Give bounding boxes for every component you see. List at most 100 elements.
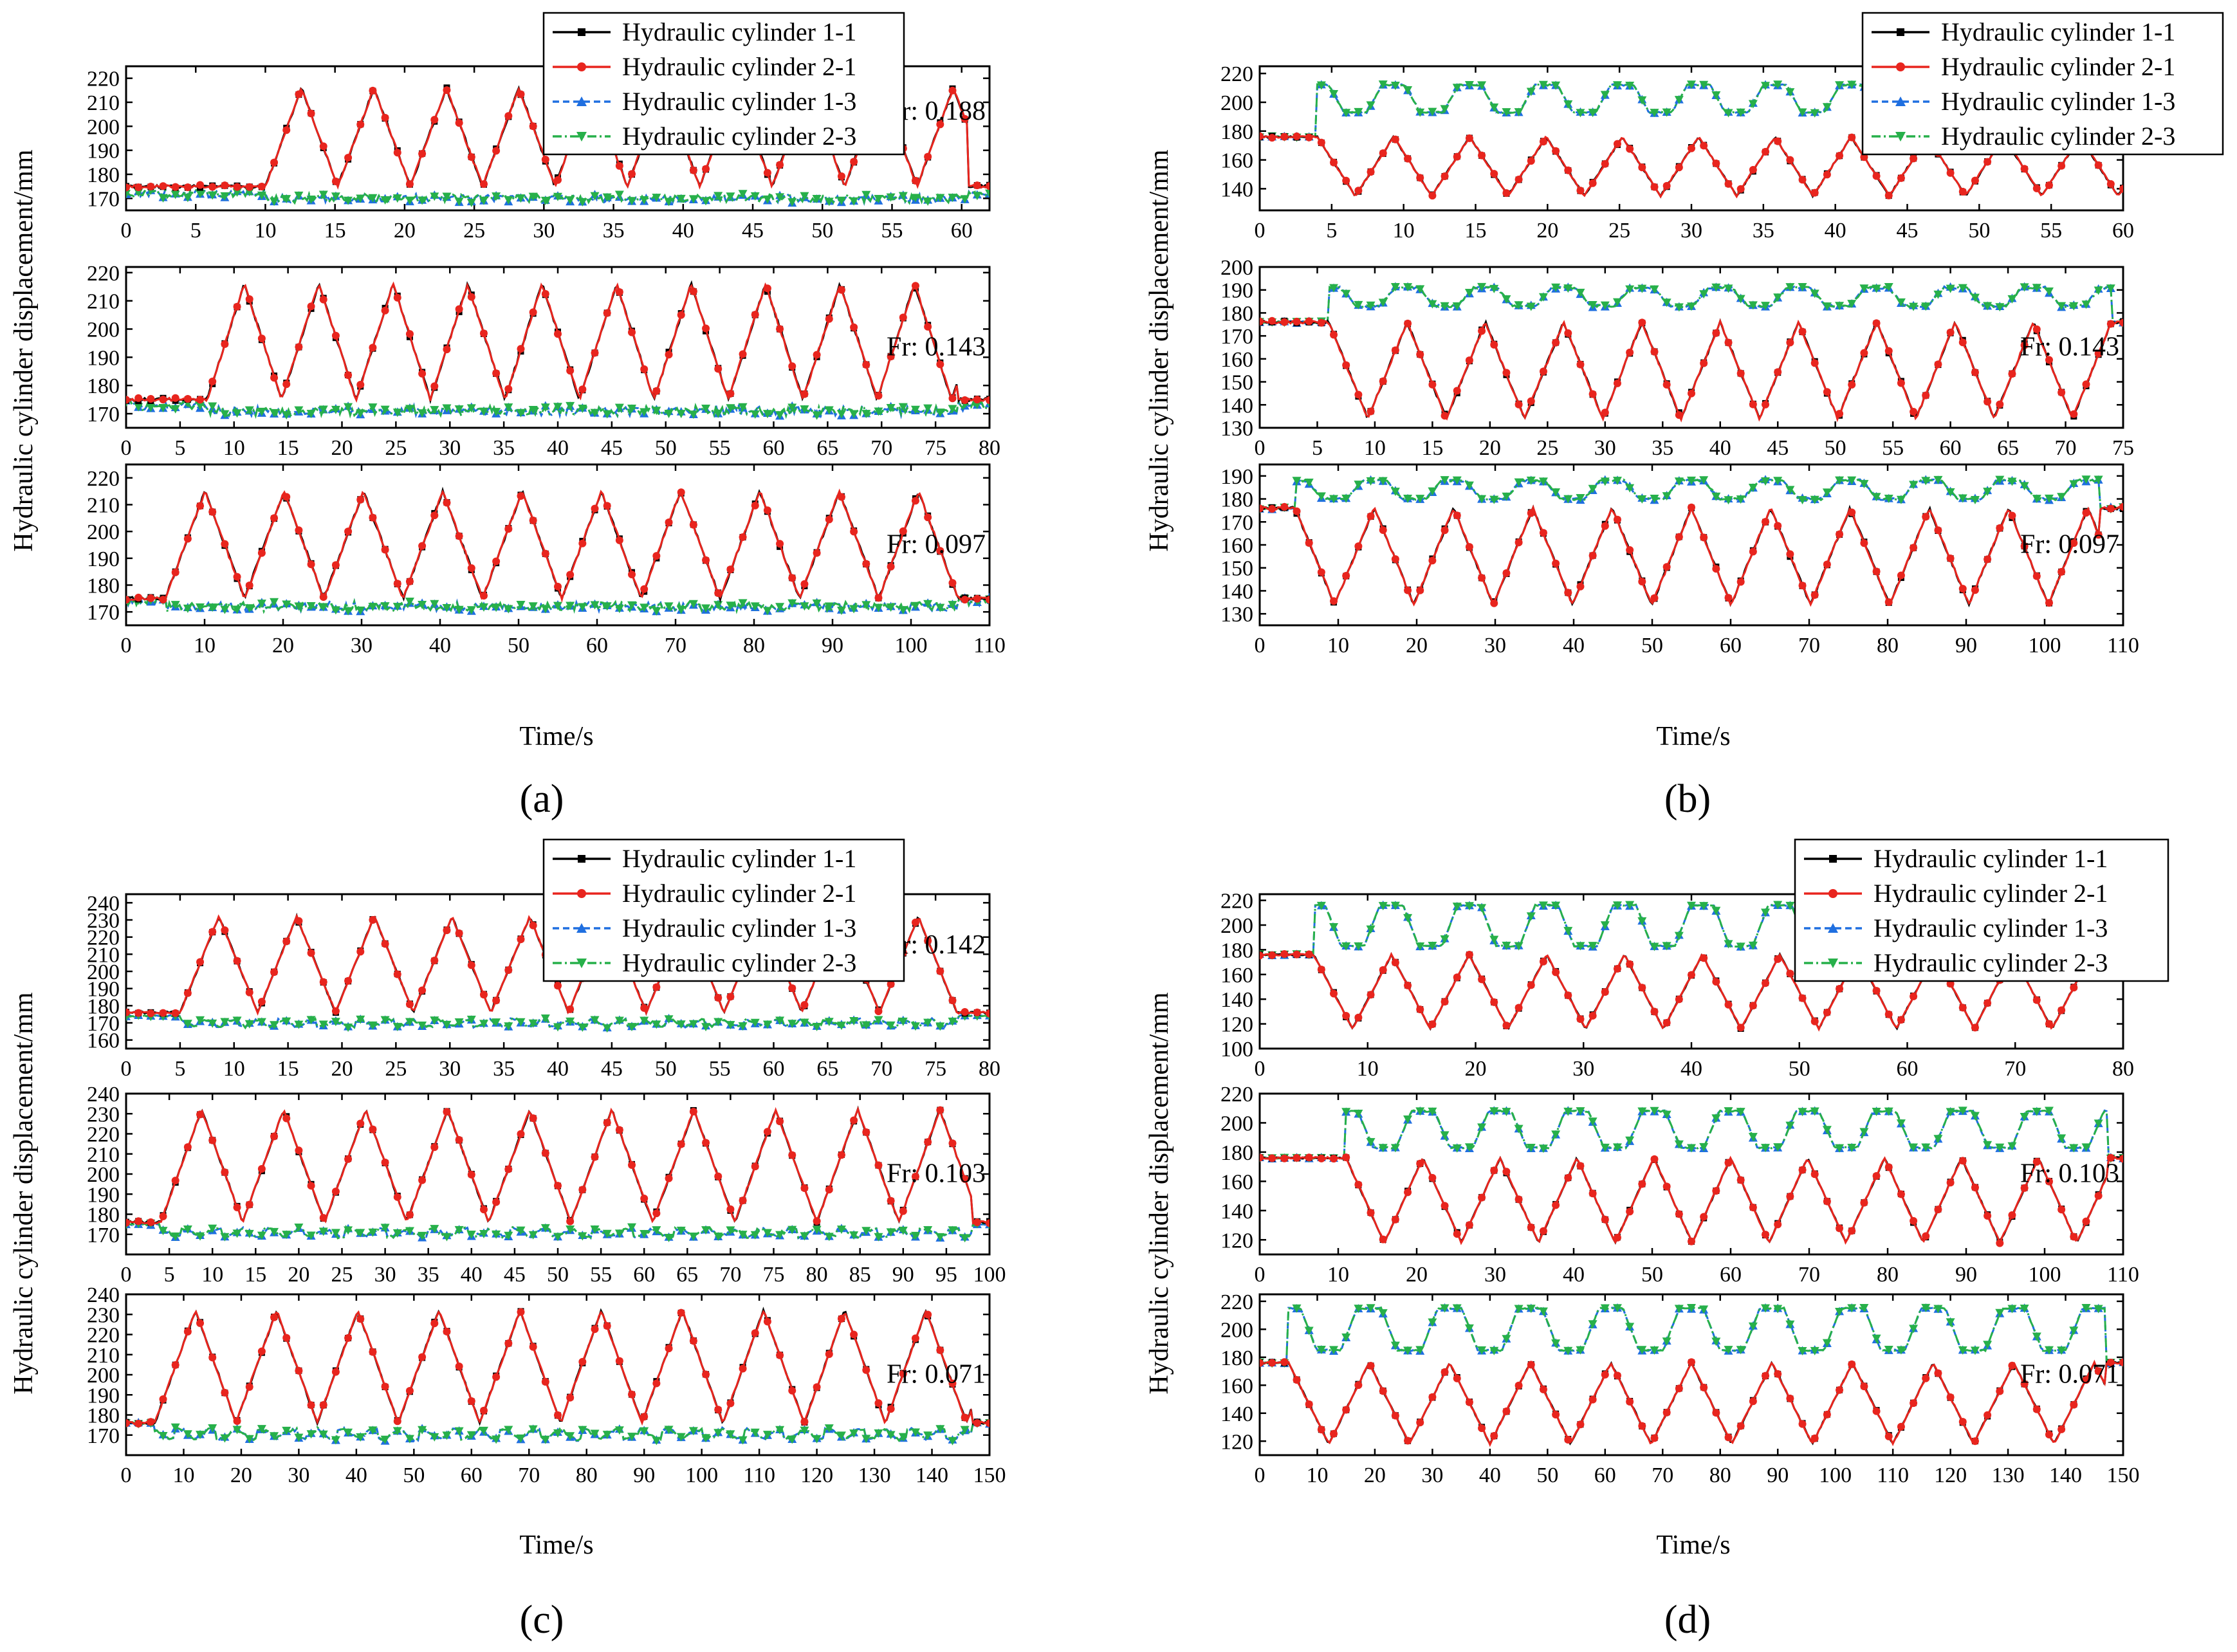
marker-cylinder-2-1 [319,593,327,601]
marker-cylinder-2-3 [2007,1142,2017,1151]
marker-cylinder-2-3 [257,191,266,200]
marker-cylinder-2-1 [443,1327,451,1335]
marker-cylinder-2-3 [664,197,674,206]
legend-label: Hydraulic cylinder 1-3 [622,87,856,116]
marker-cylinder-2-1 [2008,511,2016,520]
marker-cylinder-2-1 [2045,599,2053,607]
x-tick-label: 30 [1572,1057,1594,1081]
x-tick-label: 40 [672,219,694,243]
marker-cylinder-2-3 [208,1019,217,1028]
marker-cylinder-2-1 [1749,1397,1757,1406]
y-tick-label: 220 [1220,1290,1253,1314]
marker-cylinder-2-3 [726,192,735,201]
x-tick-label: 45 [1897,219,1919,243]
marker-cylinder-2-1 [1342,361,1350,369]
marker-cylinder-2-3 [183,604,192,613]
marker-cylinder-2-3 [836,1022,846,1031]
marker-cylinder-2-1 [1774,1370,1782,1378]
marker-cylinder-2-3 [566,1225,575,1234]
marker-cylinder-2-1 [2020,1380,2029,1388]
marker-cylinder-2-3 [183,1430,192,1439]
marker-cylinder-2-3 [1637,284,1647,293]
marker-cylinder-2-1 [2119,1358,2123,1366]
marker-cylinder-2-3 [134,188,143,197]
marker-cylinder-2-3 [1662,942,1671,951]
marker-cylinder-2-3 [1316,901,1326,910]
marker-cylinder-2-1 [381,546,389,554]
marker-cylinder-2-3 [244,406,254,415]
marker-cylinder-2-3 [1428,107,1437,116]
marker-cylinder-2-1 [2106,320,2115,328]
plot-frame [1258,266,2124,429]
marker-cylinder-2-3 [1612,1304,1622,1313]
legend-marker [577,62,586,71]
marker-cylinder-2-3 [1909,302,1919,311]
marker-cylinder-2-1 [1762,1372,1770,1380]
marker-cylinder-2-3 [1798,108,1807,117]
marker-cylinder-2-1 [1848,380,1856,389]
marker-cylinder-2-3 [1859,1128,1869,1137]
marker-cylinder-2-1 [504,966,513,974]
marker-cylinder-2-1 [1736,1422,1745,1430]
x-tick-label: 75 [925,1057,946,1081]
marker-cylinder-2-1 [1354,187,1363,195]
marker-cylinder-2-3 [775,411,785,420]
marker-cylinder-2-3 [1316,492,1326,501]
marker-cylinder-2-3 [775,193,785,202]
marker-cylinder-2-3 [1502,941,1511,950]
marker-cylinder-2-3 [196,1016,205,1025]
x-tick-label: 110 [743,1464,775,1487]
marker-cylinder-2-1 [1391,555,1399,564]
marker-cylinder-2-1 [1872,1407,1881,1415]
legend-label: Hydraulic cylinder 2-3 [622,948,856,977]
subplot-d-3: 0 10 20 30 40 50 60 70 80 90 100 110 120 130 140 150120… [1220,1290,2140,1487]
y-tick-label: 180 [1220,1346,1253,1370]
marker-cylinder-2-3 [208,1424,217,1433]
marker-cylinder-2-3 [738,599,748,608]
marker-cylinder-2-3 [1329,922,1339,932]
marker-cylinder-2-3 [1761,477,1771,486]
marker-cylinder-2-3 [2007,1305,2017,1314]
x-tick-label: 45 [601,436,623,460]
marker-cylinder-2-3 [1909,481,1919,490]
marker-cylinder-2-1 [2045,1177,2053,1186]
y-tick-label: 220 [87,467,120,491]
x-tick-label: 75 [2112,436,2134,460]
marker-cylinder-2-1 [751,311,759,319]
marker-cylinder-2-3 [1785,88,1795,97]
x-tick-label: 30 [288,1464,309,1487]
marker-cylinder-2-1 [2094,531,2103,539]
x-tick-label: 10 [223,436,245,460]
marker-cylinder-2-1 [813,351,821,359]
marker-cylinder-2-3 [380,602,390,611]
marker-cylinder-2-3 [923,1225,933,1234]
legend-box [1861,12,2224,156]
marker-cylinder-2-1 [1514,538,1523,547]
marker-cylinder-2-3 [1489,1107,1499,1116]
panel-label-b: (b) [1664,777,1711,821]
marker-cylinder-2-3 [1526,912,1536,921]
marker-cylinder-2-1 [1514,175,1523,183]
marker-cylinder-2-3 [676,1226,686,1235]
marker-cylinder-2-1 [1823,1008,1831,1016]
marker-cylinder-2-1 [1650,594,1659,602]
marker-cylinder-2-1 [1539,957,1547,966]
marker-cylinder-2-3 [2044,494,2054,503]
marker-cylinder-2-3 [676,1020,686,1029]
marker-cylinder-2-1 [1317,318,1325,327]
marker-cylinder-2-1 [1293,1376,1301,1384]
marker-cylinder-2-3 [898,1017,908,1026]
x-tick-label: 70 [1798,1263,1820,1287]
marker-cylinder-2-3 [874,603,883,612]
y-tick-label: 120 [1220,1013,1253,1037]
marker-cylinder-2-3 [1970,1112,1980,1121]
marker-cylinder-2-1 [1884,1432,1893,1440]
marker-cylinder-2-1 [1836,985,1844,993]
y-tick-label: 200 [87,960,120,984]
marker-cylinder-2-1 [1379,526,1387,535]
marker-cylinder-2-3 [516,600,526,609]
marker-cylinder-2-3 [1946,284,1955,293]
plot-frame [125,463,991,627]
x-tick-label: 70 [1652,1464,1673,1487]
marker-cylinder-2-3 [602,602,612,611]
